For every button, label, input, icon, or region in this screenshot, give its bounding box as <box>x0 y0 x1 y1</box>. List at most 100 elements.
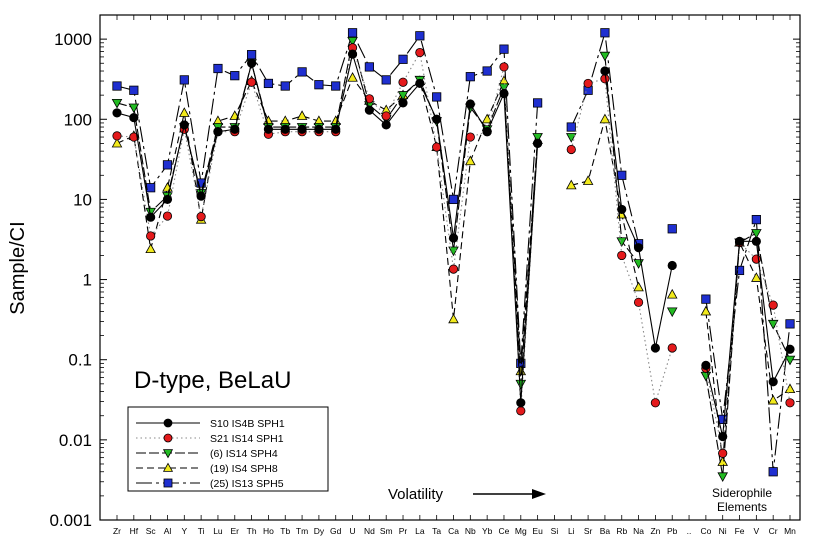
data-point <box>397 91 409 101</box>
x-tick-label: Pb <box>667 526 678 536</box>
data-point <box>785 319 795 329</box>
legend-marker <box>163 418 173 428</box>
y-tick-label: 100 <box>64 110 92 129</box>
series-5 <box>112 28 795 477</box>
legend-marker <box>163 478 173 488</box>
data-point <box>565 133 577 143</box>
data-point <box>247 58 257 68</box>
x-tick-label: Tm <box>296 526 308 536</box>
x-tick-label: Sm <box>380 526 393 536</box>
series-layer <box>111 28 796 483</box>
data-point <box>112 108 122 118</box>
data-point <box>129 85 139 95</box>
data-point <box>246 50 257 60</box>
x-tick-label: Ce <box>499 526 510 536</box>
series-line <box>116 45 539 411</box>
data-point <box>432 92 442 102</box>
data-point <box>179 75 189 85</box>
x-tick-label: Sr <box>584 526 593 536</box>
data-point <box>381 120 391 130</box>
data-point <box>633 297 644 307</box>
data-point <box>701 294 711 304</box>
data-point <box>213 127 223 137</box>
data-point <box>751 229 762 239</box>
data-point <box>263 78 274 89</box>
data-point <box>784 383 796 394</box>
x-tick-label: Li <box>568 526 575 536</box>
x-tick-label: Fe <box>735 526 745 536</box>
data-point <box>465 132 475 142</box>
data-point <box>415 47 425 58</box>
data-point <box>499 88 509 99</box>
x-tick-label: Si <box>551 526 559 536</box>
data-point <box>112 81 122 91</box>
series-line <box>116 40 539 384</box>
x-tick-label: Pr <box>399 526 408 536</box>
data-point <box>162 194 173 205</box>
data-point <box>297 124 307 134</box>
data-point <box>448 194 459 205</box>
legend-box <box>127 406 329 492</box>
data-point <box>162 211 173 221</box>
data-point <box>364 105 374 115</box>
data-point <box>767 394 779 405</box>
data-point <box>111 98 123 109</box>
data-point <box>616 237 628 247</box>
volatility-arrow-head <box>532 489 546 499</box>
data-point <box>179 107 190 117</box>
x-tick-label: Al <box>164 526 172 536</box>
data-point <box>718 448 728 458</box>
data-point <box>499 62 509 72</box>
sample-label: D-type, BeLaU <box>134 367 291 394</box>
data-point <box>263 124 274 134</box>
data-point <box>599 51 611 62</box>
data-point <box>296 110 308 120</box>
data-point <box>146 231 156 241</box>
data-point <box>566 122 576 132</box>
plot-frame <box>99 14 801 521</box>
data-point <box>666 307 678 318</box>
data-point <box>650 343 661 353</box>
x-tick-label: Er <box>231 526 240 536</box>
x-tick-label: Th <box>247 526 257 536</box>
legend: S10 IS4B SPH1 S21 IS14 SPH1 (6) IS14 SPH4 (… <box>127 406 329 492</box>
data-point <box>347 28 358 38</box>
legend-label: (25) IS13 SPH5 <box>210 478 284 490</box>
data-point <box>498 83 510 94</box>
data-point <box>448 246 459 257</box>
data-point <box>565 179 577 190</box>
data-point <box>145 207 156 218</box>
x-tick-label: Ca <box>448 526 459 536</box>
x-tick-label: Ho <box>263 526 274 536</box>
data-point <box>667 224 677 234</box>
x-tick-label: Co <box>700 526 711 536</box>
data-point <box>633 281 644 292</box>
siderophile-label: Siderophile <box>712 486 772 500</box>
data-point <box>230 71 240 81</box>
data-point <box>111 137 123 148</box>
x-tick-label: Ni <box>719 526 727 536</box>
x-tick-label: Na <box>633 526 644 536</box>
x-tick-label: Ta <box>432 526 441 536</box>
data-point <box>617 250 627 261</box>
data-point <box>196 212 206 222</box>
data-point <box>347 49 358 59</box>
data-point <box>582 175 594 185</box>
x-tick-label: U <box>349 526 355 536</box>
data-point <box>415 31 425 41</box>
data-point <box>633 243 644 253</box>
data-point <box>112 131 122 141</box>
data-point <box>667 343 677 353</box>
data-point <box>566 144 576 155</box>
data-point <box>617 170 627 180</box>
x-tick-label: .. <box>687 526 692 536</box>
x-tick-label: Nb <box>465 526 476 536</box>
data-point <box>533 138 543 148</box>
data-point <box>516 406 526 416</box>
x-tick-label: Zr <box>113 526 121 536</box>
data-point <box>331 81 341 91</box>
y-tick-label: 0.1 <box>68 351 92 370</box>
data-point <box>751 272 762 282</box>
data-point <box>381 75 391 85</box>
